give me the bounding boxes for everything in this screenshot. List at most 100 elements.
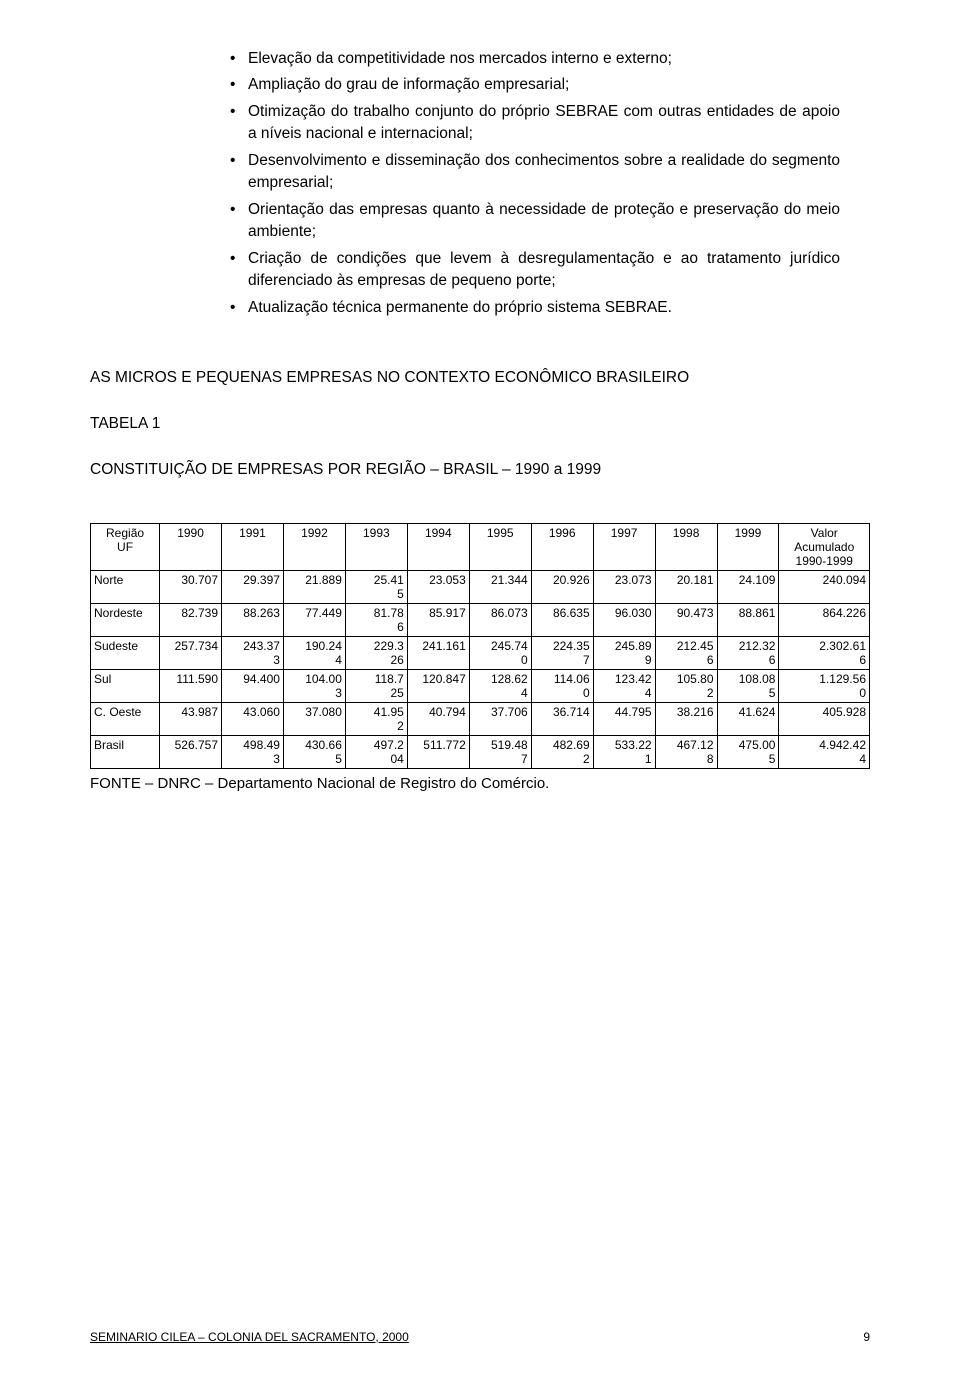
td-value: 533.22 1 (593, 736, 655, 769)
th-valor: Valor Acumulado 1990-1999 (779, 524, 870, 571)
bullet-dot-icon: • (230, 297, 248, 319)
td-value: 37.706 (469, 703, 531, 736)
td-value: 1.129.56 0 (779, 670, 870, 703)
td-value: 82.739 (160, 604, 222, 637)
td-region: Sudeste (91, 637, 160, 670)
td-value: 88.263 (222, 604, 284, 637)
page-footer: SEMINARIO CILEA – COLONIA DEL SACRAMENTO… (90, 1330, 870, 1344)
td-value: 43.060 (222, 703, 284, 736)
bullet-text: Orientação das empresas quanto à necessi… (248, 199, 840, 244)
bullet-item: •Elevação da competitividade nos mercado… (230, 48, 840, 70)
td-value: 38.216 (655, 703, 717, 736)
td-value: 519.48 7 (469, 736, 531, 769)
td-value: 23.053 (407, 571, 469, 604)
bullet-text: Otimização do trabalho conjunto do própr… (248, 101, 840, 146)
td-value: 2.302.61 6 (779, 637, 870, 670)
td-value: 81.78 6 (345, 604, 407, 637)
bullet-list: •Elevação da competitividade nos mercado… (230, 48, 840, 319)
bullet-dot-icon: • (230, 150, 248, 195)
td-value: 37.080 (283, 703, 345, 736)
bullet-dot-icon: • (230, 248, 248, 293)
th-year: 1999 (717, 524, 779, 571)
bullet-dot-icon: • (230, 199, 248, 244)
td-value: 229.3 26 (345, 637, 407, 670)
td-value: 86.073 (469, 604, 531, 637)
td-value: 245.89 9 (593, 637, 655, 670)
td-value: 21.889 (283, 571, 345, 604)
bullet-text: Atualização técnica permanente do própri… (248, 297, 840, 319)
td-region: Brasil (91, 736, 160, 769)
bullet-item: •Atualização técnica permanente do própr… (230, 297, 840, 319)
td-value: 224.35 7 (531, 637, 593, 670)
table-subheading: CONSTITUIÇÃO DE EMPRESAS POR REGIÃO – BR… (90, 461, 870, 479)
td-value: 243.37 3 (222, 637, 284, 670)
th-year: 1992 (283, 524, 345, 571)
td-region: C. Oeste (91, 703, 160, 736)
bullet-item: •Orientação das empresas quanto à necess… (230, 199, 840, 244)
td-value: 20.926 (531, 571, 593, 604)
bullet-item: •Desenvolvimento e disseminação dos conh… (230, 150, 840, 195)
table-row: Sul111.59094.400104.00 3118.7 25120.8471… (91, 670, 870, 703)
td-value: 467.12 8 (655, 736, 717, 769)
td-value: 526.757 (160, 736, 222, 769)
td-value: 96.030 (593, 604, 655, 637)
td-value: 120.847 (407, 670, 469, 703)
td-value: 41.624 (717, 703, 779, 736)
td-value: 118.7 25 (345, 670, 407, 703)
th-year: 1994 (407, 524, 469, 571)
td-value: 90.473 (655, 604, 717, 637)
td-value: 77.449 (283, 604, 345, 637)
bullet-text: Criação de condições que levem à desregu… (248, 248, 840, 293)
td-value: 44.795 (593, 703, 655, 736)
td-value: 104.00 3 (283, 670, 345, 703)
table-row: Sudeste257.734243.37 3190.24 4229.3 2624… (91, 637, 870, 670)
td-region: Norte (91, 571, 160, 604)
th-year: 1997 (593, 524, 655, 571)
section-heading: AS MICROS E PEQUENAS EMPRESAS NO CONTEXT… (90, 369, 870, 387)
td-value: 29.397 (222, 571, 284, 604)
td-region: Nordeste (91, 604, 160, 637)
th-year: 1991 (222, 524, 284, 571)
td-value: 482.69 2 (531, 736, 593, 769)
td-value: 41.95 2 (345, 703, 407, 736)
td-value: 241.161 (407, 637, 469, 670)
td-region: Sul (91, 670, 160, 703)
table-row: Nordeste82.73988.26377.44981.78 685.9178… (91, 604, 870, 637)
td-value: 23.073 (593, 571, 655, 604)
th-year: 1995 (469, 524, 531, 571)
td-value: 190.24 4 (283, 637, 345, 670)
th-region: Região UF (91, 524, 160, 571)
source-text: FONTE – DNRC – Departamento Nacional de … (90, 775, 870, 792)
bullet-item: •Criação de condições que levem à desreg… (230, 248, 840, 293)
td-value: 475.00 5 (717, 736, 779, 769)
td-value: 25.41 5 (345, 571, 407, 604)
bullet-item: •Otimização do trabalho conjunto do próp… (230, 101, 840, 146)
th-year: 1996 (531, 524, 593, 571)
td-value: 4.942.42 4 (779, 736, 870, 769)
footer-left: SEMINARIO CILEA – COLONIA DEL SACRAMENTO… (90, 1330, 409, 1344)
table-row: Brasil526.757498.49 3430.66 5497.2 04511… (91, 736, 870, 769)
bullet-dot-icon: • (230, 101, 248, 146)
td-value: 108.08 5 (717, 670, 779, 703)
td-value: 94.400 (222, 670, 284, 703)
th-year: 1993 (345, 524, 407, 571)
td-value: 24.109 (717, 571, 779, 604)
bullet-item: •Ampliação do grau de informação empresa… (230, 74, 840, 96)
td-value: 212.32 6 (717, 637, 779, 670)
td-value: 105.80 2 (655, 670, 717, 703)
td-value: 86.635 (531, 604, 593, 637)
td-value: 21.344 (469, 571, 531, 604)
td-value: 405.928 (779, 703, 870, 736)
table-row: Norte30.70729.39721.88925.41 523.05321.3… (91, 571, 870, 604)
bullet-dot-icon: • (230, 48, 248, 70)
td-value: 30.707 (160, 571, 222, 604)
bullet-text: Ampliação do grau de informação empresar… (248, 74, 840, 96)
td-value: 430.66 5 (283, 736, 345, 769)
bullet-text: Elevação da competitividade nos mercados… (248, 48, 840, 70)
th-year: 1990 (160, 524, 222, 571)
td-value: 245.74 0 (469, 637, 531, 670)
td-value: 40.794 (407, 703, 469, 736)
data-table: Região UF1990199119921993199419951996199… (90, 523, 870, 769)
td-value: 88.861 (717, 604, 779, 637)
td-value: 240.094 (779, 571, 870, 604)
